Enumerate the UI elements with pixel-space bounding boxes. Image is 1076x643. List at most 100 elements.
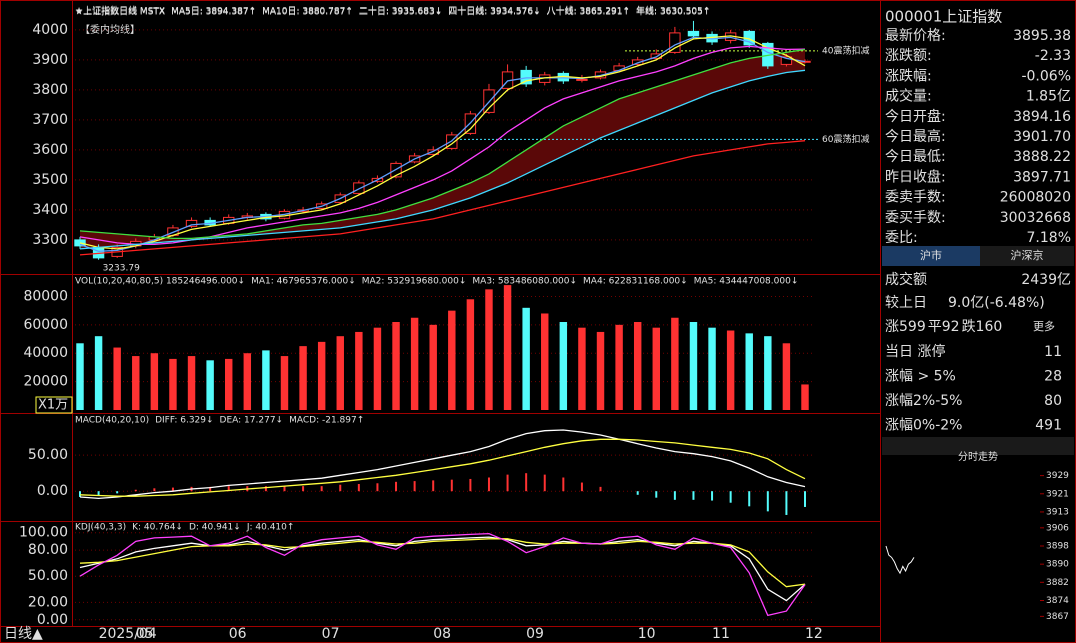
y-tick-label: 3906 xyxy=(1046,523,1069,533)
x-tick-label: 2025/04 xyxy=(99,626,157,642)
ma-line xyxy=(79,69,806,250)
tab-label[interactable]: 沪市 xyxy=(920,248,942,262)
legend-entry: 八十线: 3865.291↑ xyxy=(547,5,630,17)
x-tick-label: 06 xyxy=(229,626,247,642)
volume-bar xyxy=(764,336,772,410)
candle-body xyxy=(631,59,644,65)
legend-entry: MA3: 583486080.000↓ xyxy=(472,277,577,287)
unit-box xyxy=(35,396,73,414)
ma-band xyxy=(80,49,805,249)
y-tick-label: 80000 xyxy=(23,288,68,304)
y-tick-label: 4000 xyxy=(32,22,68,38)
intraday-title: 分时走势 xyxy=(958,450,998,463)
volume-bar xyxy=(448,310,456,410)
candle-body xyxy=(390,162,402,178)
stat-label: 较上日 xyxy=(885,295,927,311)
quote-label: 今日开盘: xyxy=(885,108,946,125)
ma-line xyxy=(79,45,806,246)
quote-label: 涨跌额: xyxy=(885,48,932,64)
y-tick-label: 50.00 xyxy=(28,568,68,584)
candle-body xyxy=(576,78,588,81)
period-label[interactable]: 日线▲ xyxy=(4,626,43,642)
x-tick-label: 08 xyxy=(433,626,451,642)
ma-line xyxy=(79,36,806,252)
limit-value: 80 xyxy=(1044,393,1062,409)
y-tick-label: 100.00 xyxy=(19,525,68,541)
volume-bar xyxy=(652,327,660,410)
volume-bar xyxy=(262,350,270,410)
ma-line xyxy=(79,35,806,250)
y-tick-label: 40000 xyxy=(23,345,68,361)
legend-entry: MA10日: 3880.787↑ xyxy=(262,6,353,17)
quote-value: 3901.70 xyxy=(1013,129,1071,145)
quote-title: 000001上证指数 xyxy=(885,8,1002,26)
legend-entry: 八十线: 3865.291↑ xyxy=(547,6,630,18)
x-tick-label: 09 xyxy=(526,626,544,642)
legend-entry: ★上证指数日线 MSTX xyxy=(75,6,165,18)
more-link[interactable]: 更多 xyxy=(1033,319,1055,333)
limit-label: 当日 涨停 xyxy=(885,343,945,360)
tab-label[interactable]: 沪深京 xyxy=(1011,248,1044,262)
y-tick-label: 3867 xyxy=(1046,612,1069,622)
price-line xyxy=(885,545,915,575)
x-tick-label: 07 xyxy=(322,626,340,642)
quote-value: 7.18% xyxy=(1027,230,1071,246)
volume-bar xyxy=(373,327,382,410)
volume-bar xyxy=(355,331,363,410)
candle-body xyxy=(520,69,532,85)
y-tick-label: 3400 xyxy=(32,202,68,218)
limit-value: 28 xyxy=(1044,369,1062,385)
y-tick-label: 0.00 xyxy=(37,612,68,628)
breadth: 平92 xyxy=(928,319,960,335)
legend-entry: DIFF: 6.329↓ xyxy=(155,416,213,426)
volume-bar xyxy=(410,317,419,410)
volume-bar xyxy=(113,347,121,410)
volume-bar xyxy=(801,384,809,410)
quote-label: 委卖手数: xyxy=(885,190,946,206)
volume-bar xyxy=(94,336,103,410)
tab[interactable] xyxy=(980,246,1074,266)
volume-bar xyxy=(633,322,642,410)
volume-bar xyxy=(596,331,605,410)
volume-bar xyxy=(708,327,716,410)
legend-entry: MA5日: 3894.387↑ xyxy=(171,6,256,17)
quote-value: 1.85亿 xyxy=(1026,89,1071,105)
volume-bar xyxy=(150,353,159,410)
volume-bar xyxy=(745,333,753,410)
y-tick-label: 3800 xyxy=(32,82,68,98)
quote-label: 今日最低: xyxy=(885,149,946,165)
candle-body xyxy=(446,134,458,149)
x-tick-label: 11 xyxy=(712,626,730,642)
legend-entry: MACD: -21.897↑ xyxy=(289,416,364,426)
volume-bar xyxy=(243,353,252,410)
breadth: 跌160 xyxy=(962,319,1003,335)
limit-value: 11 xyxy=(1044,344,1062,360)
candle-body xyxy=(185,219,198,227)
y-tick-label: 3900 xyxy=(32,52,68,68)
legend-entry: MACD(40,20,10) xyxy=(75,416,149,426)
legend-entry: K: 40.764↓ xyxy=(132,523,183,533)
quote-label: 昨日收盘: xyxy=(885,168,946,185)
legend-entry: J: 40.410↑ xyxy=(246,523,295,533)
limit-label: 涨幅0%-2% xyxy=(885,418,962,434)
x-tick-label: 12 xyxy=(805,626,823,642)
quote-value: 3897.71 xyxy=(1013,169,1071,185)
quote-label: 成交量: xyxy=(885,88,932,105)
quote-label: 委比: xyxy=(885,230,918,246)
y-tick-label: 0.00 xyxy=(37,483,68,499)
quote-value: -0.06% xyxy=(1021,68,1071,84)
intraday-header xyxy=(882,437,1074,455)
min-label: 3233.79 xyxy=(103,263,140,273)
ma-line xyxy=(79,429,806,500)
y-tick-label: 3913 xyxy=(1046,507,1069,517)
unit-label: X1万 xyxy=(38,398,68,413)
stat-value: 9.0亿(-6.48%) xyxy=(948,295,1045,311)
tab-active[interactable] xyxy=(882,246,980,266)
legend-entry: 二十日: 3935.683↓ xyxy=(359,6,442,18)
y-tick-label: 3898 xyxy=(1046,542,1069,552)
y-tick-label: 50.00 xyxy=(28,447,68,463)
volume-bar xyxy=(503,285,512,410)
volume-bar xyxy=(280,356,289,410)
candle-body xyxy=(687,30,700,37)
y-tick-label: 3890 xyxy=(1046,560,1069,570)
